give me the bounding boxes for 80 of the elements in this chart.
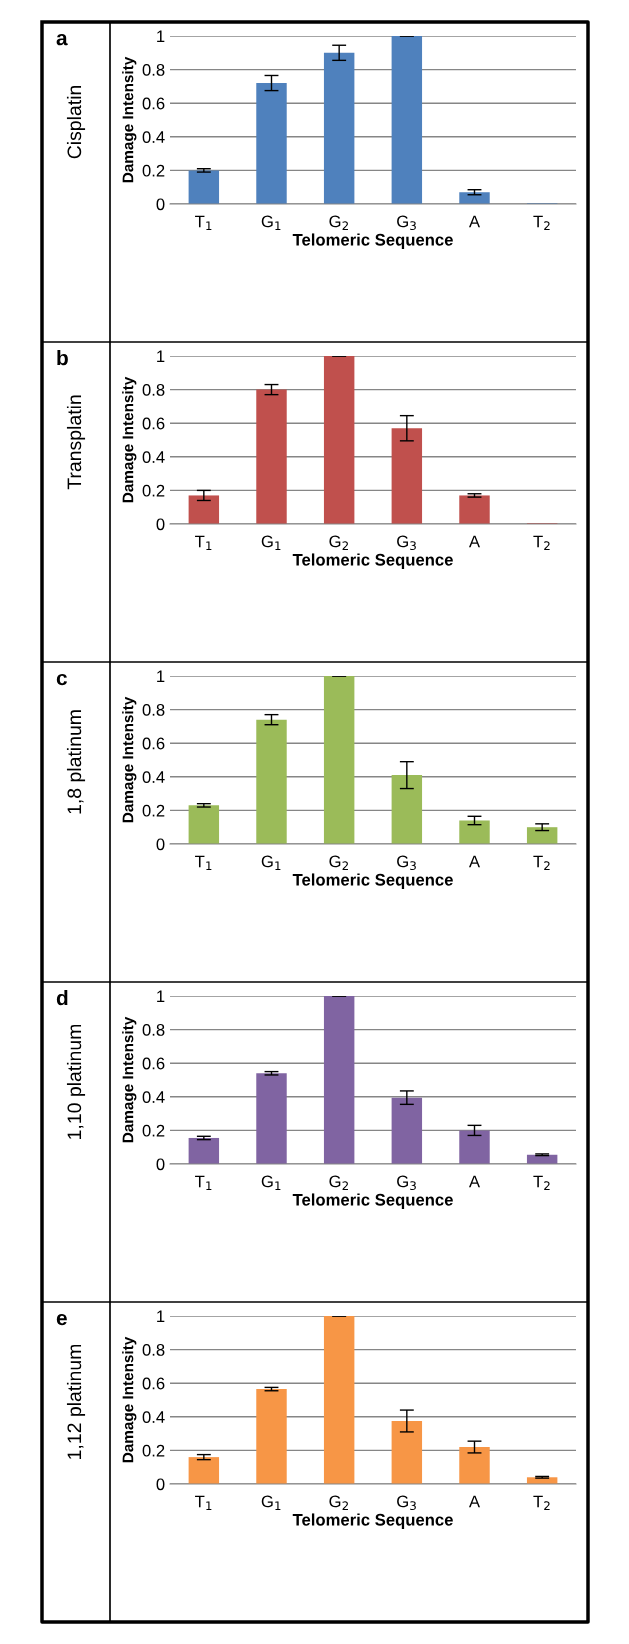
y-tick-label: 0.6 <box>142 417 165 430</box>
y-tick-label: 0 <box>156 1158 165 1171</box>
y-tick-label: 0.2 <box>142 804 165 817</box>
y-tick-label: 0.6 <box>142 737 165 750</box>
y-tick-label: 0.4 <box>142 131 165 143</box>
x-tick-label: G$_{2}$ <box>329 535 348 550</box>
y-tick-label: 0.2 <box>142 484 165 497</box>
x-tick-label: G$_{3}$ <box>397 535 416 551</box>
y-axis-title: Damage Intensity <box>122 56 137 183</box>
text: Cisplatin <box>66 85 86 159</box>
x-tick-label: A <box>468 215 481 228</box>
x-tick-label: A <box>468 1175 481 1188</box>
x-tick-label: G$_{1}$ <box>261 215 281 230</box>
y-tick-label: 0.2 <box>142 1124 165 1137</box>
x-tick-label: G$_{3}$ <box>397 1175 416 1191</box>
x-tick-label: T$_{2}$ <box>533 1175 550 1190</box>
x-tick-label: G$_{3}$ <box>397 855 416 871</box>
x-tick-label: G$_{3}$ <box>397 215 416 231</box>
x-tick-label: T$_{2}$ <box>533 855 550 870</box>
x-tick-label: T$_{1}$ <box>195 1175 212 1190</box>
x-tick-label: G$_{3}$ <box>397 1495 416 1511</box>
x-tick-label: G$_{2}$ <box>329 1495 348 1510</box>
x-axis-title: Telomeric Sequence <box>292 233 453 249</box>
x-tick-label: T$_{2}$ <box>533 535 550 550</box>
y-tick-label: 0.4 <box>142 1411 165 1423</box>
y-tick-label: 1 <box>157 1310 165 1323</box>
x-tick-label: T$_{2}$ <box>533 215 550 230</box>
y-tick-label: 0.2 <box>142 164 165 177</box>
text: b <box>57 350 68 366</box>
x-tick-label: T$_{1}$ <box>195 855 212 870</box>
text: a <box>56 33 68 46</box>
text: c <box>56 673 67 686</box>
x-tick-label: T$_{1}$ <box>195 215 212 230</box>
y-tick-label: 0.8 <box>142 64 165 76</box>
y-tick-label: 0 <box>156 518 165 531</box>
x-tick-label: G$_{1}$ <box>261 1175 281 1190</box>
x-tick-label: G$_{1}$ <box>261 1495 281 1510</box>
y-tick-label: 0 <box>156 198 165 211</box>
x-axis-title: Telomeric Sequence <box>292 553 453 569</box>
x-tick-label: A <box>468 535 481 548</box>
text: 1,8 platinum <box>66 710 86 814</box>
y-tick-label: 0.6 <box>142 1377 165 1390</box>
x-axis-title: Telomeric Sequence <box>292 1513 453 1529</box>
x-tick-label: G$_{1}$ <box>261 855 281 870</box>
y-tick-label: 0 <box>156 1478 165 1491</box>
x-tick-label: G$_{2}$ <box>329 855 348 870</box>
y-tick-label: 0.4 <box>142 451 165 463</box>
x-axis-title: Telomeric Sequence <box>292 1193 453 1209</box>
y-tick-label: 0.6 <box>142 97 165 110</box>
y-tick-label: 0.4 <box>142 1091 165 1103</box>
x-tick-label: G$_{1}$ <box>261 535 281 550</box>
y-axis-title: Damage Intensity <box>122 1336 137 1463</box>
x-axis-title: Telomeric Sequence <box>292 873 453 889</box>
x-tick-label: G$_{2}$ <box>329 1175 348 1190</box>
y-tick-label: 0.4 <box>142 771 165 783</box>
y-tick-label: 0.6 <box>142 1057 165 1070</box>
y-tick-label: 0.8 <box>142 384 165 396</box>
y-tick-label: 1 <box>157 30 165 43</box>
text: 1,12 platinum <box>66 1344 86 1459</box>
text: Transplatin <box>66 395 86 490</box>
x-tick-label: A <box>468 855 481 868</box>
y-tick-label: 0 <box>156 838 165 851</box>
x-tick-label: A <box>468 1495 481 1508</box>
text: d <box>56 990 68 1006</box>
x-tick-label: T$_{1}$ <box>195 535 212 550</box>
y-tick-label: 0.8 <box>142 704 165 716</box>
y-tick-label: 1 <box>157 990 165 1003</box>
y-axis-title: Damage Intensity <box>122 376 137 503</box>
text: e <box>56 1313 67 1326</box>
y-tick-label: 0.8 <box>142 1024 165 1036</box>
y-tick-label: 0.8 <box>142 1344 165 1356</box>
y-tick-label: 1 <box>157 670 165 683</box>
x-tick-label: T$_{2}$ <box>533 1495 550 1510</box>
y-axis-title: Damage Intensity <box>122 696 137 823</box>
x-tick-label: T$_{1}$ <box>195 1495 212 1510</box>
x-tick-label: G$_{2}$ <box>329 215 348 230</box>
text: 1,10 platinum <box>66 1024 86 1139</box>
y-tick-label: 1 <box>157 350 165 363</box>
y-axis-title: Damage Intensity <box>122 1016 137 1143</box>
y-tick-label: 0.2 <box>142 1444 165 1457</box>
